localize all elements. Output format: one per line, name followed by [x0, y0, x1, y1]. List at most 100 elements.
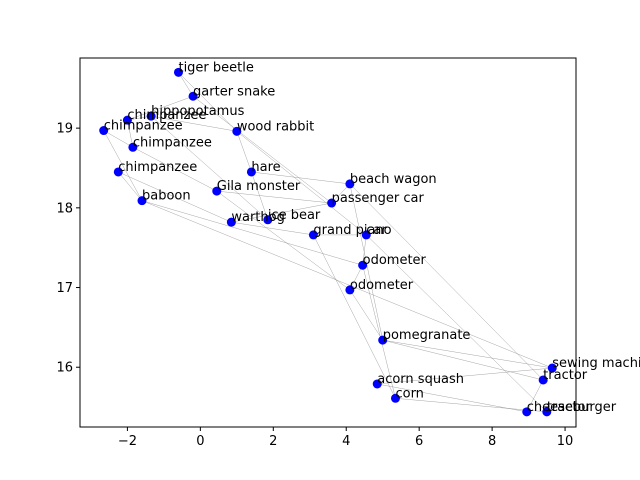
- edge-line: [251, 171, 269, 220]
- y-tick-label: 17: [56, 281, 73, 296]
- edge-line: [382, 339, 544, 381]
- point-label: passenger car: [332, 191, 425, 206]
- edge-line: [377, 383, 527, 413]
- x-tick-label: 4: [342, 434, 350, 449]
- x-axis: −2 0 2 4 6 8 10: [118, 427, 574, 449]
- point-label: corn: [395, 386, 423, 401]
- point-label: chimpanzee: [127, 108, 206, 123]
- edge-line: [103, 130, 134, 148]
- edge-line: [362, 265, 396, 399]
- point-label: garter snake: [193, 84, 275, 99]
- point-label: odometer: [363, 253, 427, 268]
- data-point: [547, 363, 557, 373]
- y-tick-label: 19: [56, 122, 73, 137]
- edge-line: [251, 171, 350, 185]
- point-label: hippopotamus: [151, 104, 244, 119]
- point-label: Gila monster: [217, 179, 301, 194]
- axes-frame: [79, 57, 577, 428]
- edge-line: [362, 234, 367, 266]
- edge-layer: [103, 72, 553, 413]
- data-point: [390, 393, 400, 403]
- edge-line: [313, 234, 396, 399]
- edge-line: [118, 171, 232, 223]
- edge-line: [150, 115, 268, 220]
- point-label: car: [366, 223, 387, 238]
- data-point: [538, 375, 548, 385]
- point-label: grand piano: [313, 223, 391, 238]
- x-tick-label: 2: [269, 434, 277, 449]
- data-point: [212, 186, 222, 196]
- data-point: [226, 217, 236, 227]
- y-tick-label: 18: [56, 201, 73, 216]
- data-point: [542, 407, 552, 417]
- edge-line: [178, 72, 194, 97]
- y-tick-label: 16: [56, 361, 73, 376]
- edge-line: [395, 398, 547, 413]
- x-tick-label: 0: [196, 434, 204, 449]
- edge-line: [216, 190, 332, 204]
- data-point: [232, 126, 242, 136]
- data-point: [99, 126, 109, 136]
- point-label: tractor: [547, 400, 592, 415]
- edge-line: [141, 200, 553, 369]
- edge-line: [192, 96, 332, 204]
- data-point: [308, 230, 318, 240]
- data-point: [128, 142, 138, 152]
- data-point: [522, 407, 532, 417]
- point-label: chimpanzee: [118, 160, 197, 175]
- edge-line: [236, 131, 367, 236]
- edge-line: [231, 202, 332, 223]
- point-label: odometer: [350, 278, 414, 293]
- edge-line: [151, 115, 237, 132]
- data-point: [173, 67, 183, 77]
- point-layer: [99, 67, 557, 417]
- x-tick-label: 6: [415, 434, 423, 449]
- data-point: [345, 179, 355, 189]
- x-tick-label: 10: [557, 434, 574, 449]
- edge-line: [178, 72, 238, 132]
- point-label: ice bear: [268, 208, 321, 223]
- point-label: tiger beetle: [178, 60, 253, 75]
- point-label: chimpanzee: [104, 119, 183, 134]
- data-point: [361, 230, 371, 240]
- data-point: [263, 215, 273, 225]
- edge-line: [127, 120, 134, 148]
- point-label: wood rabbit: [237, 119, 314, 134]
- data-point: [137, 196, 147, 206]
- point-label: warthog: [231, 210, 285, 225]
- data-point: [122, 115, 132, 125]
- edge-line: [349, 183, 544, 381]
- point-label: cheeseburger: [527, 400, 617, 415]
- y-axis: 16 17 18 19: [56, 122, 80, 376]
- edge-line: [366, 234, 547, 413]
- edge-line: [526, 379, 544, 412]
- edge-line: [216, 190, 351, 291]
- data-point: [113, 167, 123, 177]
- point-label: hare: [251, 160, 280, 175]
- point-label: tractor: [543, 368, 588, 383]
- point-label: acorn squash: [377, 372, 464, 387]
- edge-line: [118, 171, 143, 201]
- edge-line: [236, 131, 252, 173]
- x-tick-label: −2: [118, 434, 137, 449]
- data-point: [345, 285, 355, 295]
- edge-line: [349, 265, 363, 291]
- edge-line: [349, 183, 383, 341]
- data-point: [327, 198, 337, 208]
- edge-line: [377, 367, 553, 385]
- edge-line: [103, 130, 143, 201]
- data-point: [246, 167, 256, 177]
- edge-line: [382, 339, 553, 369]
- edge-line: [231, 221, 314, 236]
- data-point: [372, 379, 382, 389]
- edge-line: [349, 289, 383, 341]
- data-point: [358, 260, 368, 270]
- data-point: [378, 335, 388, 345]
- data-point: [188, 91, 198, 101]
- point-label: beach wagon: [350, 172, 437, 187]
- point-label: pomegranate: [383, 328, 471, 343]
- edge-line: [141, 200, 363, 266]
